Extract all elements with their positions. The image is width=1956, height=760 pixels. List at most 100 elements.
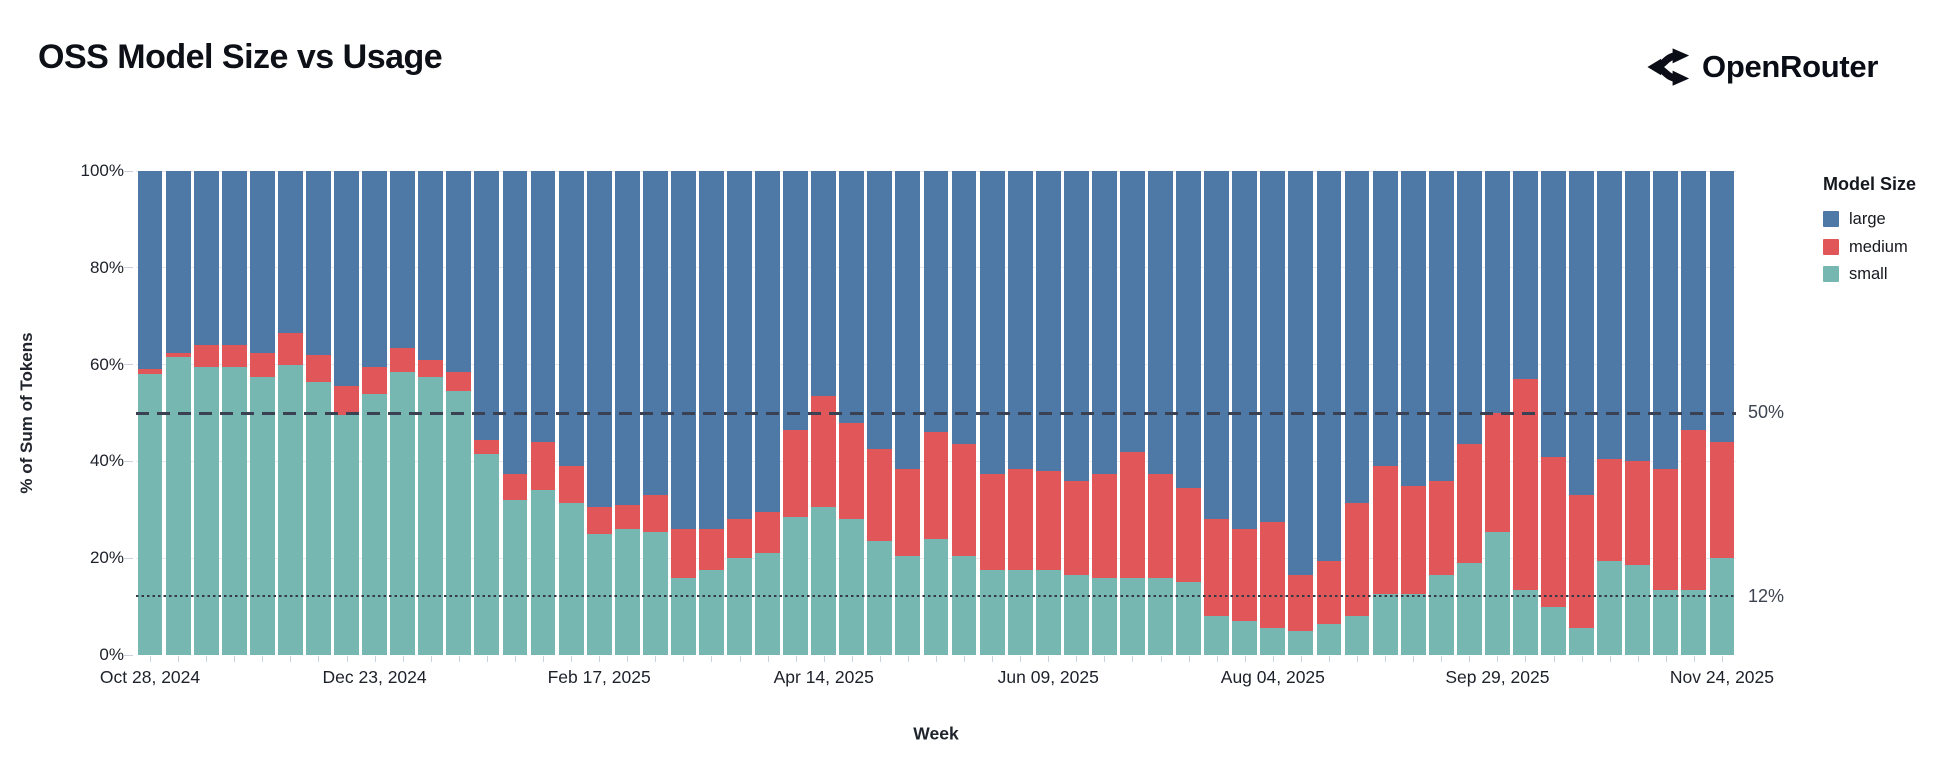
- bar-segment-medium[interactable]: [951, 444, 977, 556]
- bar-week-41[interactable]: [1260, 171, 1286, 655]
- bar-segment-medium[interactable]: [614, 504, 640, 530]
- bar-segment-small[interactable]: [614, 529, 640, 655]
- bar-segment-medium[interactable]: [1456, 444, 1482, 564]
- bar-segment-large[interactable]: [446, 171, 472, 372]
- bar-week-2[interactable]: [165, 171, 191, 655]
- bar-segment-large[interactable]: [1120, 171, 1145, 452]
- bar-segment-small[interactable]: [446, 391, 472, 655]
- bar-segment-medium[interactable]: [1091, 473, 1117, 578]
- bar-segment-small[interactable]: [867, 541, 893, 655]
- bar-segment-medium[interactable]: [1344, 502, 1370, 617]
- bar-segment-small[interactable]: [1260, 628, 1286, 655]
- bar-segment-large[interactable]: [951, 171, 977, 445]
- bar-segment-small[interactable]: [1120, 577, 1145, 655]
- bar-week-14[interactable]: [502, 171, 528, 655]
- bar-week-3[interactable]: [193, 171, 219, 655]
- bar-week-22[interactable]: [727, 171, 752, 655]
- bar-segment-large[interactable]: [1204, 171, 1230, 520]
- bar-segment-medium[interactable]: [1653, 468, 1679, 590]
- bar-week-9[interactable]: [362, 171, 388, 655]
- bar-segment-small[interactable]: [670, 577, 696, 655]
- bar-week-23[interactable]: [755, 171, 780, 655]
- bar-segment-small[interactable]: [1569, 628, 1595, 655]
- bar-segment-small[interactable]: [474, 454, 500, 655]
- bar-week-10[interactable]: [390, 171, 416, 655]
- bar-segment-medium[interactable]: [418, 359, 444, 377]
- bar-segment-medium[interactable]: [446, 371, 472, 392]
- bar-segment-medium[interactable]: [699, 529, 724, 571]
- bar-segment-small[interactable]: [362, 393, 388, 655]
- bar-segment-medium[interactable]: [306, 354, 331, 382]
- bar-week-47[interactable]: [1428, 171, 1454, 655]
- bar-segment-small[interactable]: [1204, 616, 1230, 655]
- bar-segment-small[interactable]: [1653, 589, 1679, 655]
- bar-week-27[interactable]: [867, 171, 893, 655]
- bar-week-8[interactable]: [334, 171, 359, 655]
- bar-segment-small[interactable]: [558, 502, 584, 655]
- bar-segment-large[interactable]: [642, 171, 668, 496]
- bar-segment-medium[interactable]: [586, 507, 612, 534]
- bar-segment-medium[interactable]: [165, 352, 191, 358]
- bar-week-18[interactable]: [614, 171, 640, 655]
- bar-week-44[interactable]: [1344, 171, 1370, 655]
- bar-segment-medium[interactable]: [334, 386, 359, 416]
- bar-segment-large[interactable]: [979, 171, 1005, 474]
- bar-segment-large[interactable]: [1681, 171, 1707, 430]
- bar-segment-medium[interactable]: [783, 429, 809, 518]
- bar-segment-large[interactable]: [390, 171, 416, 348]
- bar-week-26[interactable]: [839, 171, 865, 655]
- bar-segment-small[interactable]: [642, 531, 668, 655]
- bar-segment-small[interactable]: [1625, 565, 1651, 655]
- bar-segment-large[interactable]: [1653, 171, 1679, 469]
- bar-segment-small[interactable]: [418, 376, 444, 655]
- bar-segment-large[interactable]: [1400, 171, 1426, 486]
- bar-week-49[interactable]: [1484, 171, 1510, 655]
- bar-week-46[interactable]: [1400, 171, 1426, 655]
- bar-segment-small[interactable]: [755, 553, 780, 655]
- bar-week-20[interactable]: [670, 171, 696, 655]
- bar-segment-medium[interactable]: [1709, 442, 1735, 559]
- bar-segment-large[interactable]: [1569, 171, 1595, 496]
- bar-segment-small[interactable]: [1597, 560, 1623, 655]
- bar-segment-large[interactable]: [867, 171, 893, 450]
- bar-week-19[interactable]: [642, 171, 668, 655]
- bar-segment-small[interactable]: [1288, 630, 1314, 655]
- bar-segment-medium[interactable]: [811, 396, 837, 508]
- bar-segment-large[interactable]: [811, 171, 837, 397]
- bar-week-40[interactable]: [1232, 171, 1258, 655]
- bar-segment-medium[interactable]: [1625, 461, 1651, 566]
- bar-segment-small[interactable]: [1428, 575, 1454, 655]
- bar-segment-large[interactable]: [165, 171, 191, 353]
- bar-segment-small[interactable]: [1007, 570, 1033, 655]
- bar-week-55[interactable]: [1653, 171, 1679, 655]
- bar-week-13[interactable]: [474, 171, 500, 655]
- bar-segment-large[interactable]: [474, 171, 500, 440]
- bar-segment-medium[interactable]: [558, 466, 584, 503]
- bar-segment-small[interactable]: [1344, 616, 1370, 655]
- bar-segment-large[interactable]: [1148, 171, 1173, 474]
- bar-week-30[interactable]: [951, 171, 977, 655]
- bar-segment-medium[interactable]: [502, 473, 528, 501]
- bar-segment-medium[interactable]: [1007, 468, 1033, 571]
- bar-week-53[interactable]: [1597, 171, 1623, 655]
- bar-segment-medium[interactable]: [1400, 485, 1426, 595]
- bar-segment-small[interactable]: [699, 570, 724, 655]
- bar-segment-medium[interactable]: [1569, 495, 1595, 629]
- bar-segment-large[interactable]: [1260, 171, 1286, 522]
- bar-segment-small[interactable]: [193, 367, 219, 655]
- bar-segment-large[interactable]: [1372, 171, 1398, 467]
- bar-segment-small[interactable]: [1035, 570, 1061, 655]
- bar-segment-medium[interactable]: [670, 529, 696, 578]
- bar-segment-large[interactable]: [249, 171, 275, 353]
- bar-week-31[interactable]: [979, 171, 1005, 655]
- bar-week-17[interactable]: [586, 171, 612, 655]
- bar-week-37[interactable]: [1148, 171, 1173, 655]
- bar-segment-large[interactable]: [1176, 171, 1202, 489]
- bar-week-16[interactable]: [558, 171, 584, 655]
- bar-segment-large[interactable]: [1007, 171, 1033, 469]
- bar-segment-medium[interactable]: [1428, 480, 1454, 576]
- bar-segment-medium[interactable]: [642, 495, 668, 532]
- bar-segment-large[interactable]: [502, 171, 528, 474]
- bar-segment-small[interactable]: [1316, 623, 1342, 655]
- bar-segment-large[interactable]: [137, 171, 163, 370]
